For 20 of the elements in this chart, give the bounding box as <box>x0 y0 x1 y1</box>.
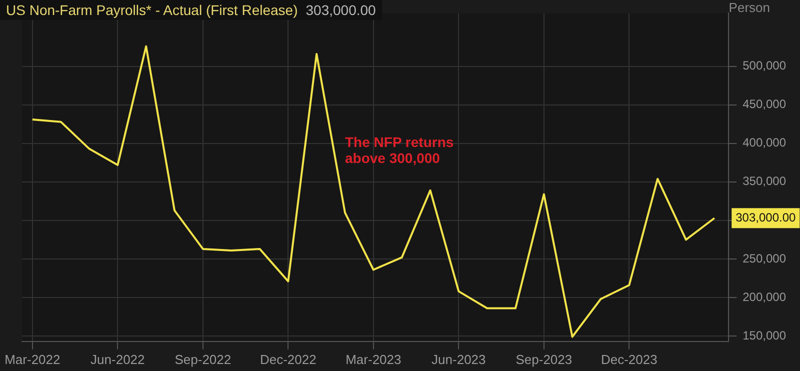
y-tick-label: 400,000 <box>742 136 786 150</box>
y-tick-label: 200,000 <box>742 290 786 304</box>
y-tick-label: 450,000 <box>742 97 786 112</box>
chart-subtitle: 303,000.00 <box>306 2 376 18</box>
x-tick-label: Dec-2022 <box>260 352 316 367</box>
x-tick-label: Mar-2022 <box>4 352 60 367</box>
x-tick-label: Jun-2022 <box>90 352 145 367</box>
y-axis-title: Person <box>728 0 770 15</box>
y-tick-label: 250,000 <box>742 251 786 266</box>
x-tick-label: Sep-2022 <box>174 352 232 367</box>
x-tick-label: Mar-2023 <box>346 352 402 367</box>
x-tick-label: Dec-2023 <box>600 352 658 367</box>
x-tick-label: Sep-2023 <box>516 352 572 367</box>
data-label: 303,000.00 <box>736 210 796 224</box>
y-tick-label: 150,000 <box>742 328 786 342</box>
annotation: The NFP returns above 300,000 <box>345 134 455 166</box>
y-tick-label: 500,000 <box>742 58 786 73</box>
y-tick-label: 350,000 <box>742 174 786 188</box>
x-tick-label: Jun-2023 <box>432 352 486 367</box>
chart-title: US Non-Farm Payrolls* - Actual (First Release) <box>6 2 298 18</box>
